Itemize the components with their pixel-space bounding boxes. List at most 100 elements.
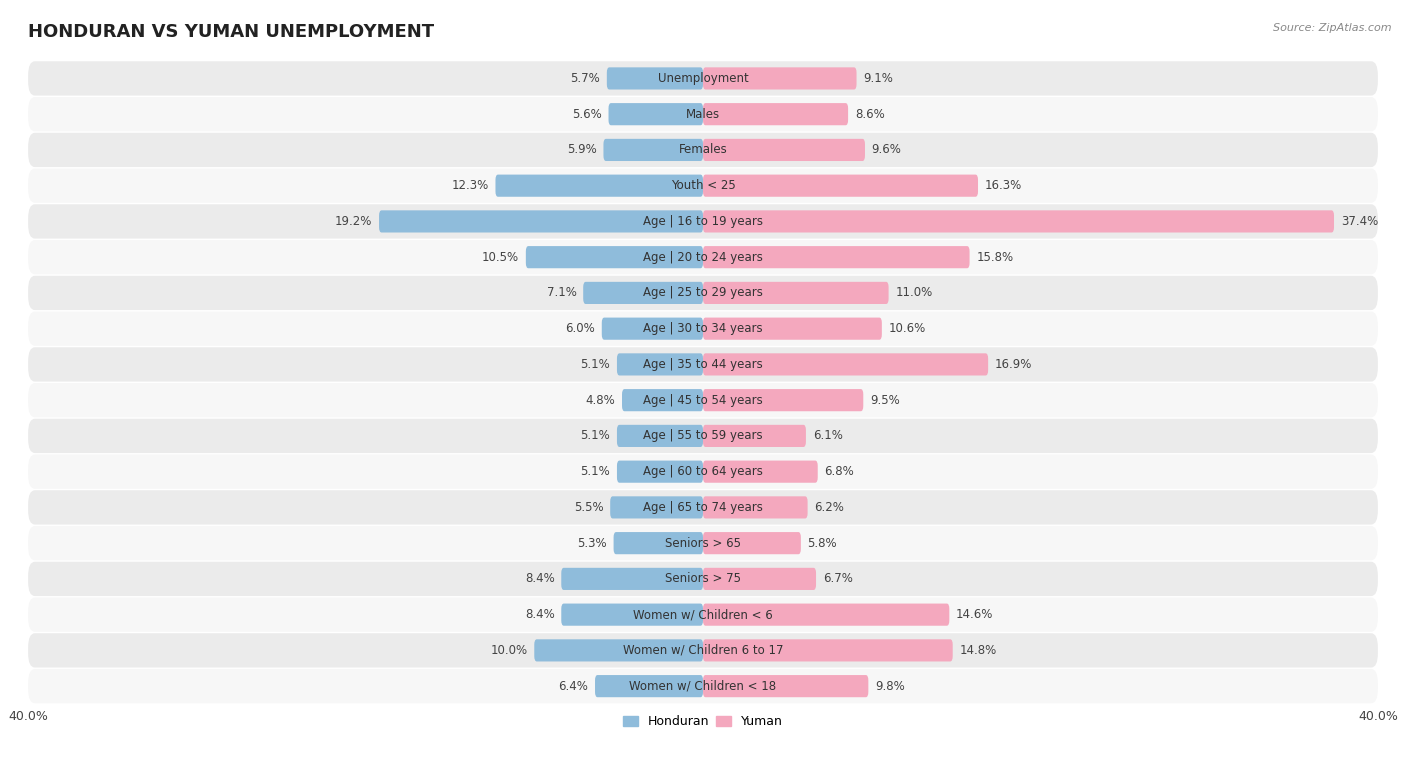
FancyBboxPatch shape: [617, 354, 703, 375]
Text: 10.6%: 10.6%: [889, 322, 925, 335]
Text: Males: Males: [686, 107, 720, 120]
Text: 11.0%: 11.0%: [896, 286, 932, 300]
Text: Age | 45 to 54 years: Age | 45 to 54 years: [643, 394, 763, 407]
Text: 37.4%: 37.4%: [1341, 215, 1378, 228]
FancyBboxPatch shape: [703, 497, 807, 519]
Text: Age | 20 to 24 years: Age | 20 to 24 years: [643, 251, 763, 263]
FancyBboxPatch shape: [703, 282, 889, 304]
Text: 10.5%: 10.5%: [482, 251, 519, 263]
Text: 8.4%: 8.4%: [524, 572, 554, 585]
Text: 5.1%: 5.1%: [581, 465, 610, 478]
Text: Age | 16 to 19 years: Age | 16 to 19 years: [643, 215, 763, 228]
Text: Age | 55 to 59 years: Age | 55 to 59 years: [643, 429, 763, 442]
FancyBboxPatch shape: [495, 175, 703, 197]
FancyBboxPatch shape: [703, 640, 953, 662]
FancyBboxPatch shape: [28, 669, 1378, 703]
FancyBboxPatch shape: [28, 169, 1378, 203]
Text: 15.8%: 15.8%: [976, 251, 1014, 263]
FancyBboxPatch shape: [561, 603, 703, 626]
Text: 14.6%: 14.6%: [956, 608, 994, 621]
Text: 19.2%: 19.2%: [335, 215, 373, 228]
FancyBboxPatch shape: [583, 282, 703, 304]
Text: 5.3%: 5.3%: [578, 537, 607, 550]
Text: Youth < 25: Youth < 25: [671, 179, 735, 192]
FancyBboxPatch shape: [703, 532, 801, 554]
Text: Women w/ Children < 18: Women w/ Children < 18: [630, 680, 776, 693]
Text: 6.1%: 6.1%: [813, 429, 842, 442]
FancyBboxPatch shape: [703, 210, 1334, 232]
FancyBboxPatch shape: [534, 640, 703, 662]
FancyBboxPatch shape: [621, 389, 703, 411]
FancyBboxPatch shape: [28, 276, 1378, 310]
FancyBboxPatch shape: [703, 425, 806, 447]
Text: Seniors > 65: Seniors > 65: [665, 537, 741, 550]
FancyBboxPatch shape: [28, 311, 1378, 346]
Text: Unemployment: Unemployment: [658, 72, 748, 85]
FancyBboxPatch shape: [28, 61, 1378, 95]
FancyBboxPatch shape: [561, 568, 703, 590]
FancyBboxPatch shape: [28, 97, 1378, 131]
Text: 9.1%: 9.1%: [863, 72, 893, 85]
FancyBboxPatch shape: [595, 675, 703, 697]
Text: 16.9%: 16.9%: [995, 358, 1032, 371]
FancyBboxPatch shape: [703, 568, 815, 590]
FancyBboxPatch shape: [380, 210, 703, 232]
FancyBboxPatch shape: [28, 132, 1378, 167]
FancyBboxPatch shape: [703, 603, 949, 626]
FancyBboxPatch shape: [28, 597, 1378, 632]
FancyBboxPatch shape: [610, 497, 703, 519]
FancyBboxPatch shape: [28, 347, 1378, 382]
Text: HONDURAN VS YUMAN UNEMPLOYMENT: HONDURAN VS YUMAN UNEMPLOYMENT: [28, 23, 434, 41]
FancyBboxPatch shape: [602, 318, 703, 340]
FancyBboxPatch shape: [28, 240, 1378, 274]
FancyBboxPatch shape: [703, 318, 882, 340]
Text: 6.2%: 6.2%: [814, 501, 844, 514]
Text: Women w/ Children < 6: Women w/ Children < 6: [633, 608, 773, 621]
FancyBboxPatch shape: [703, 67, 856, 89]
FancyBboxPatch shape: [703, 175, 979, 197]
FancyBboxPatch shape: [28, 633, 1378, 668]
Text: Age | 30 to 34 years: Age | 30 to 34 years: [643, 322, 763, 335]
Text: 5.6%: 5.6%: [572, 107, 602, 120]
FancyBboxPatch shape: [28, 491, 1378, 525]
FancyBboxPatch shape: [703, 354, 988, 375]
Text: 5.1%: 5.1%: [581, 429, 610, 442]
Text: Age | 35 to 44 years: Age | 35 to 44 years: [643, 358, 763, 371]
FancyBboxPatch shape: [28, 419, 1378, 453]
Text: 6.8%: 6.8%: [824, 465, 855, 478]
FancyBboxPatch shape: [603, 139, 703, 161]
Text: 5.7%: 5.7%: [571, 72, 600, 85]
FancyBboxPatch shape: [28, 562, 1378, 596]
FancyBboxPatch shape: [703, 389, 863, 411]
Text: 16.3%: 16.3%: [984, 179, 1022, 192]
Text: 4.8%: 4.8%: [585, 394, 616, 407]
FancyBboxPatch shape: [617, 460, 703, 483]
FancyBboxPatch shape: [609, 103, 703, 125]
FancyBboxPatch shape: [703, 139, 865, 161]
FancyBboxPatch shape: [703, 103, 848, 125]
Text: Age | 65 to 74 years: Age | 65 to 74 years: [643, 501, 763, 514]
FancyBboxPatch shape: [613, 532, 703, 554]
FancyBboxPatch shape: [28, 204, 1378, 238]
Text: 5.5%: 5.5%: [574, 501, 603, 514]
Text: Source: ZipAtlas.com: Source: ZipAtlas.com: [1274, 23, 1392, 33]
Text: 9.8%: 9.8%: [875, 680, 905, 693]
FancyBboxPatch shape: [703, 675, 869, 697]
Text: 6.7%: 6.7%: [823, 572, 852, 585]
Text: 6.4%: 6.4%: [558, 680, 588, 693]
Text: Seniors > 75: Seniors > 75: [665, 572, 741, 585]
Text: 5.9%: 5.9%: [567, 143, 596, 157]
Text: 9.5%: 9.5%: [870, 394, 900, 407]
Text: Age | 25 to 29 years: Age | 25 to 29 years: [643, 286, 763, 300]
Text: 9.6%: 9.6%: [872, 143, 901, 157]
Text: 5.8%: 5.8%: [807, 537, 837, 550]
FancyBboxPatch shape: [28, 383, 1378, 417]
Text: 14.8%: 14.8%: [959, 644, 997, 657]
FancyBboxPatch shape: [28, 454, 1378, 489]
Text: 10.0%: 10.0%: [491, 644, 527, 657]
Text: Age | 60 to 64 years: Age | 60 to 64 years: [643, 465, 763, 478]
Text: 8.6%: 8.6%: [855, 107, 884, 120]
Legend: Honduran, Yuman: Honduran, Yuman: [619, 710, 787, 733]
Text: 6.0%: 6.0%: [565, 322, 595, 335]
Text: 12.3%: 12.3%: [451, 179, 489, 192]
